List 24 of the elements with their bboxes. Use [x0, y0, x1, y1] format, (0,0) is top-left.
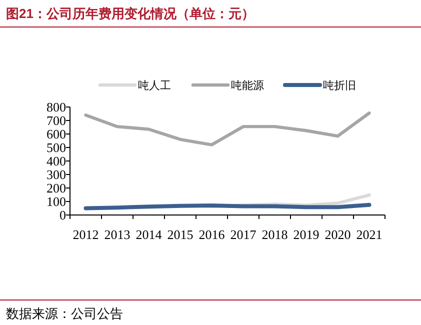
x-tick-label: 2021: [356, 227, 382, 242]
x-tick-label: 2016: [198, 227, 226, 242]
title: 图21：公司历年费用变化情况（单位：元）: [6, 6, 254, 21]
x-tick-label: 2019: [293, 227, 320, 242]
legend-label: 吨能源: [231, 79, 264, 92]
y-tick-label: 400: [46, 154, 66, 168]
x-tick-label: 2017: [230, 227, 257, 242]
y-tick-label: 100: [46, 194, 66, 209]
x-tick-label: 2020: [324, 227, 351, 242]
y-tick-label: 600: [46, 126, 66, 142]
x-tick-label: 2018: [262, 227, 288, 242]
legend-label: 吨折旧: [323, 79, 356, 92]
x-tick-label: 2015: [167, 227, 194, 242]
y-tick-label: 200: [46, 180, 66, 196]
x-tick-label: 2014: [136, 227, 162, 242]
annotation: 数据来源：公司公告: [6, 306, 123, 321]
y-tick-label: 700: [46, 113, 66, 128]
y-tick-label: 500: [46, 140, 66, 155]
x-tick-label: 2012: [72, 227, 99, 242]
legend-label: 吨人工: [138, 79, 171, 92]
y-tick-label: 0: [60, 208, 66, 222]
y-tick-label: 300: [46, 167, 66, 182]
y-tick-label: 800: [46, 100, 66, 114]
x-tick-label: 2013: [104, 227, 130, 242]
